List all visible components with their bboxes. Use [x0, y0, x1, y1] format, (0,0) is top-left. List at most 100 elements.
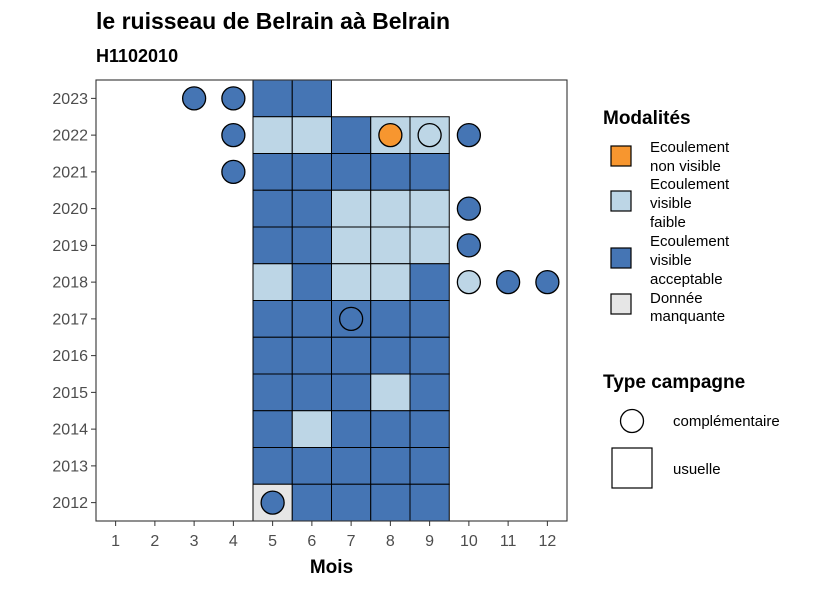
point-2022-4	[221, 122, 246, 148]
tile-2017-8	[370, 300, 411, 338]
tile-2018-7	[331, 263, 372, 301]
point-2023-4	[221, 86, 246, 111]
x-tick-label-9: 9	[425, 533, 434, 550]
tile-2017-9	[409, 300, 450, 338]
legend-label-non_visible-line-2: non visible	[650, 158, 721, 175]
tile-2021-7	[331, 153, 372, 191]
tile-2022-6	[291, 116, 332, 154]
point-2018-11	[495, 269, 521, 295]
tile-2016-8	[370, 336, 411, 375]
tile-2012-7	[331, 483, 372, 522]
legend-label-visible_faible-line-2: visible	[650, 195, 692, 212]
legend-label-visible_faible-line-1: Ecoulement	[650, 176, 730, 193]
x-tick-label-8: 8	[386, 533, 395, 550]
tile-2021-5	[252, 153, 293, 191]
point-2012-5	[260, 490, 285, 515]
tile-2022-7	[331, 116, 372, 154]
tile-2020-7	[331, 189, 372, 228]
tile-2020-8	[370, 189, 411, 228]
tile-2016-9	[409, 336, 450, 375]
point-2022-10	[456, 122, 482, 148]
tile-layer	[252, 79, 450, 522]
tile-2018-6	[291, 263, 332, 301]
legend-campagne-title: Type campagne	[603, 372, 745, 393]
tile-2018-5	[252, 263, 293, 301]
y-tick-label-2019: 2019	[52, 238, 88, 255]
tile-2013-5	[252, 447, 293, 485]
tile-2017-6	[291, 300, 332, 338]
legend-label-visible_acceptable-line-1: Ecoulement	[650, 233, 730, 250]
tile-2020-5	[252, 189, 293, 228]
point-2019-10	[456, 233, 482, 258]
y-tick-label-2015: 2015	[52, 385, 88, 402]
tile-2014-7	[331, 410, 372, 448]
point-2022-8	[378, 122, 403, 148]
x-axis-label: Mois	[310, 557, 353, 578]
tile-2023-6	[291, 79, 332, 118]
y-tick-label-2016: 2016	[52, 348, 88, 365]
legend-label-manquante-line-1: Donnée	[650, 290, 703, 307]
x-tick-label-11: 11	[500, 533, 517, 550]
tile-2021-9	[409, 153, 450, 191]
tile-2016-6	[291, 336, 332, 375]
x-tick-label-7: 7	[347, 533, 356, 550]
y-tick-label-2020: 2020	[52, 201, 88, 218]
tile-2020-6	[291, 189, 332, 228]
legend-key-visible_acceptable	[610, 247, 632, 269]
tile-2012-8	[370, 483, 411, 522]
legend-label-manquante-line-2: manquante	[650, 308, 725, 325]
tile-2020-9	[409, 189, 450, 228]
point-2022-9	[417, 122, 442, 148]
tile-2019-8	[370, 226, 411, 265]
tile-2015-8	[370, 373, 411, 412]
tile-2015-9	[409, 373, 450, 412]
y-tick-label-2018: 2018	[52, 275, 88, 292]
y-axis: 2012 2013 2014 2015 2016 2017 2018 2019 2020 2021…	[52, 91, 96, 512]
x-axis: 1 2 3 4 5 6 7 8 9 10 11 12	[111, 521, 556, 550]
x-tick-label-3: 3	[190, 533, 199, 550]
point-2018-12	[535, 269, 560, 295]
tile-2019-6	[291, 226, 332, 265]
y-tick-label-2012: 2012	[52, 495, 88, 512]
tile-2022-5	[252, 116, 293, 154]
x-tick-label-1: 1	[111, 533, 120, 550]
tile-2019-9	[409, 226, 450, 265]
x-tick-label-5: 5	[268, 533, 277, 550]
legend-label-visible_acceptable-line-2: visible	[650, 252, 692, 269]
tile-2021-6	[291, 153, 332, 191]
tile-2019-7	[331, 226, 372, 265]
y-tick-label-2021: 2021	[52, 164, 88, 181]
tile-2019-5	[252, 226, 293, 265]
tile-2018-8	[370, 263, 411, 301]
legend-label-usuelle: usuelle	[673, 461, 721, 478]
tile-2014-6	[291, 410, 332, 448]
tile-2014-8	[370, 410, 411, 448]
legend-key-square-icon	[611, 447, 653, 489]
x-tick-label-6: 6	[307, 533, 316, 550]
tile-2018-9	[409, 263, 450, 301]
tile-2017-5	[252, 300, 293, 338]
tile-2016-7	[331, 336, 372, 375]
tile-2014-5	[252, 410, 293, 448]
tile-2012-6	[291, 483, 332, 522]
legend-modalites-title: Modalités	[603, 108, 691, 129]
point-2020-10	[456, 196, 482, 221]
legend-key-non_visible	[610, 145, 632, 167]
x-tick-label-4: 4	[229, 533, 238, 550]
tile-2012-9	[409, 483, 450, 522]
legend-label-complementaire: complémentaire	[673, 413, 780, 430]
plot-panel-border	[95, 79, 568, 522]
y-tick-label-2023: 2023	[52, 91, 88, 108]
legend-label-non_visible-line-1: Ecoulement	[650, 139, 730, 156]
chart-title: le ruisseau de Belrain aà Belrain	[96, 8, 450, 34]
legend-label-visible_acceptable-line-3: acceptable	[650, 271, 723, 288]
tile-2015-6	[291, 373, 332, 412]
legend-key-visible_faible	[610, 190, 632, 212]
tile-2013-8	[370, 447, 411, 485]
tile-2015-5	[252, 373, 293, 412]
tile-2015-7	[331, 373, 372, 412]
tile-2021-8	[370, 153, 411, 191]
tile-2013-7	[331, 447, 372, 485]
